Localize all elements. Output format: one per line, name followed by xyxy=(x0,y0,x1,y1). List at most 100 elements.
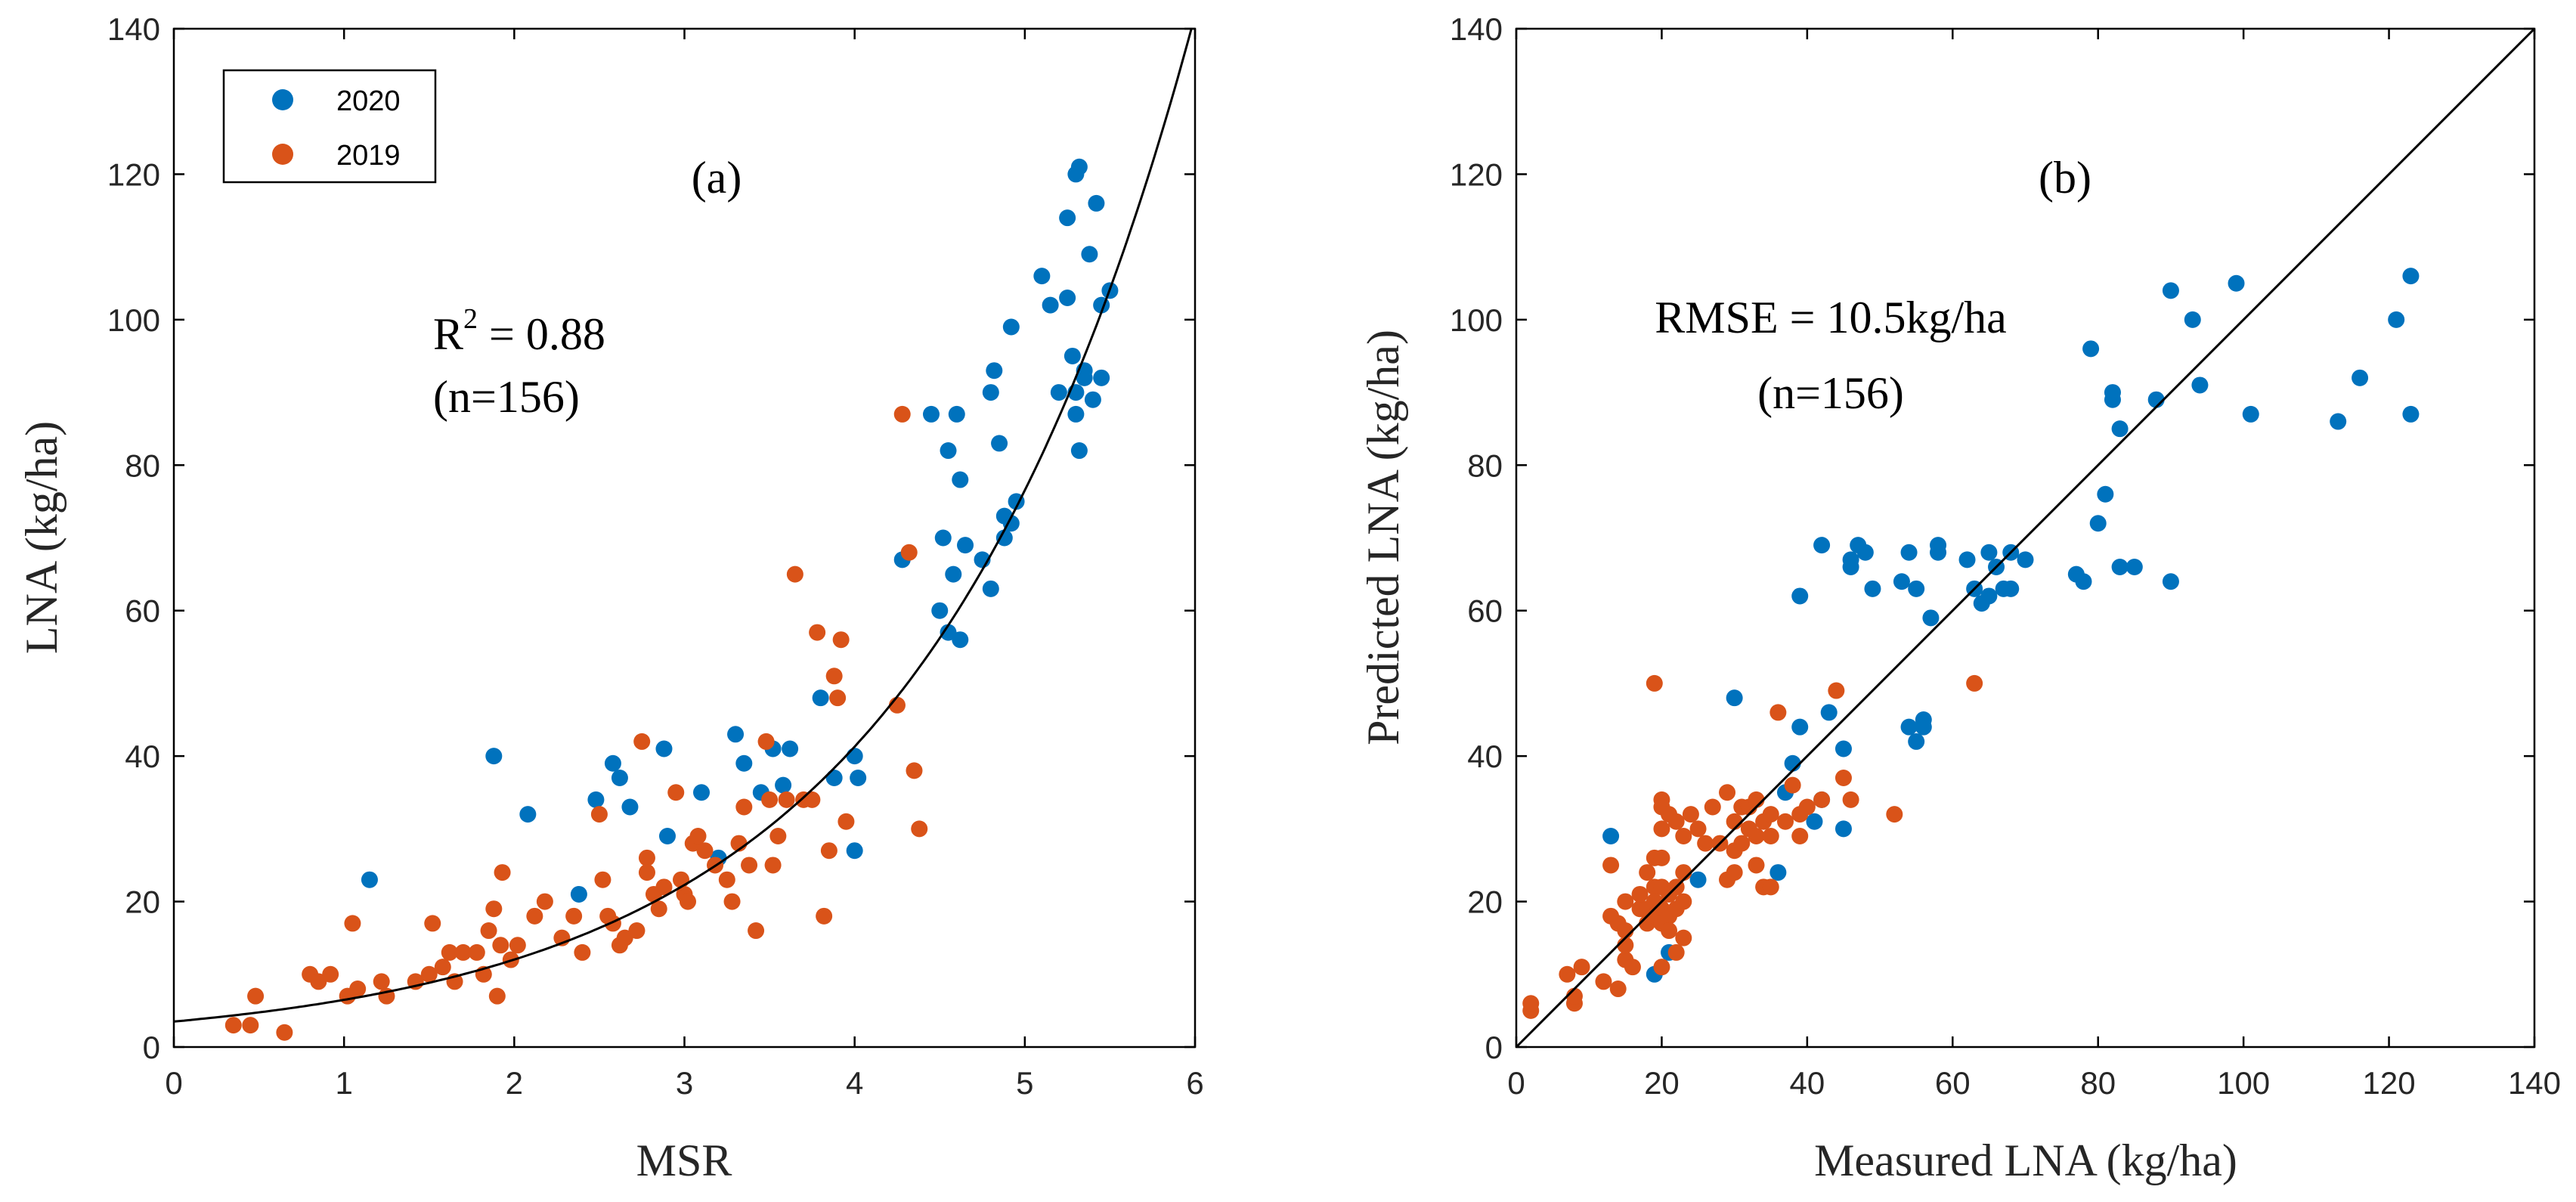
panel-b-point-2020 xyxy=(1842,558,1859,575)
panel-a-point-2020 xyxy=(846,842,863,860)
panel-b-series-2020 xyxy=(1602,268,2420,983)
panel-a-point-2019 xyxy=(761,791,779,808)
panel-b-point-2020 xyxy=(2162,573,2179,590)
panel-b-chart: 0 20 40 60 80 100 120 140 0 20 40 60 80 100 120 140 Me… xyxy=(1358,11,2561,1185)
panel-a-point-2020 xyxy=(1076,369,1093,386)
panel-a-point-2019 xyxy=(816,907,833,925)
panel-a-point-2019 xyxy=(757,733,775,750)
panel-a-point-2019 xyxy=(276,1024,293,1041)
panel-a-point-2019 xyxy=(906,762,923,779)
panel-a-point-2020 xyxy=(1093,369,1110,386)
panel-a-point-2019 xyxy=(723,893,741,910)
panel-a-point-2019 xyxy=(829,689,847,707)
panel-a-point-2019 xyxy=(373,973,390,990)
panel-a-point-2020 xyxy=(1050,384,1067,401)
legend-marker-2020 xyxy=(272,89,293,110)
panel-a-point-2019 xyxy=(638,849,655,866)
panel-b-rmse: RMSE = 10.5kg/ha xyxy=(1655,293,2007,342)
panel-b-point-2020 xyxy=(2191,376,2209,394)
panel-b-point-2020 xyxy=(1864,580,1881,597)
panel-a-point-2020 xyxy=(587,791,605,808)
panel-b-point-2020 xyxy=(2228,274,2245,292)
panel-a-point-2019 xyxy=(696,842,714,860)
panel-a-point-2020 xyxy=(1084,391,1101,408)
panel-b-point-2020 xyxy=(2075,573,2092,590)
panel-b-point-2019 xyxy=(1631,885,1649,903)
panel-b-point-2020 xyxy=(1602,827,1620,844)
panel-b-point-2020 xyxy=(1980,544,1998,561)
panel-b-point-2019 xyxy=(1966,674,1983,692)
panel-b-point-2019 xyxy=(1798,798,1816,816)
panel-b-sample-size: (n=156) xyxy=(1757,368,1904,418)
panel-b-point-2020 xyxy=(1834,820,1852,838)
panel-a-y-ticks: 0 20 40 60 80 100 120 140 xyxy=(107,11,1195,1065)
panel-a-point-2020 xyxy=(850,770,867,787)
panel-a-point-2019 xyxy=(786,565,803,583)
panel-b-point-2020 xyxy=(1856,544,1874,561)
panel-a-point-2020 xyxy=(1033,268,1051,285)
panel-a-point-2019 xyxy=(838,813,855,830)
panel-a-point-2019 xyxy=(565,907,583,925)
panel-b-point-2019 xyxy=(1617,893,1634,910)
panel-a-point-2020 xyxy=(604,754,621,772)
panel-b-y-tick-label: 0 xyxy=(1485,1030,1503,1065)
panel-a-point-2019 xyxy=(769,827,787,844)
panel-b-point-2019 xyxy=(1667,943,1685,961)
panel-b-point-2019 xyxy=(1697,835,1714,852)
panel-a-point-2019 xyxy=(536,893,553,910)
panel-a-point-2020 xyxy=(485,748,503,765)
panel-b-y-tick-label: 100 xyxy=(1450,302,1503,338)
panel-a-y-tick-label: 80 xyxy=(125,448,160,483)
panel-a-point-2020 xyxy=(931,602,949,619)
panel-a-point-2020 xyxy=(1002,318,1020,336)
panel-b-point-2019 xyxy=(1675,929,1692,946)
panel-a-point-2020 xyxy=(1070,158,1088,175)
panel-a-point-2020 xyxy=(812,689,829,707)
panel-a-point-2020 xyxy=(611,770,628,787)
panel-a-point-2019 xyxy=(492,937,509,954)
panel-b-point-2020 xyxy=(1958,551,1976,568)
panel-b-point-2020 xyxy=(2184,311,2201,328)
panel-a-point-2020 xyxy=(1088,194,1105,212)
panel-b-point-2019 xyxy=(1602,857,1620,874)
panel-b-point-2019 xyxy=(1828,682,1845,699)
panel-b-point-2020 xyxy=(1689,871,1707,888)
panel-a-point-2020 xyxy=(934,529,952,547)
panel-a-r-squared-prefix: R xyxy=(433,309,463,359)
panel-b-y-tick-label: 20 xyxy=(1467,884,1503,920)
panel-a-point-2020 xyxy=(922,405,940,423)
panel-b-point-2019 xyxy=(1667,813,1685,830)
panel-b-x-tick-label: 20 xyxy=(1644,1065,1680,1101)
panel-a-point-2019 xyxy=(480,922,497,940)
panel-a-sample-size: (n=156) xyxy=(433,372,580,422)
panel-b-point-2019 xyxy=(1834,770,1852,787)
panel-a-point-2019 xyxy=(667,784,685,801)
panel-a-y-tick-label: 20 xyxy=(125,884,160,920)
panel-b-point-2019 xyxy=(1784,776,1801,794)
panel-a-series-2019 xyxy=(224,405,928,1041)
panel-b-point-2020 xyxy=(1726,689,1743,707)
panel-b-x-tick-label: 40 xyxy=(1789,1065,1825,1101)
panel-a-y-tick-label: 60 xyxy=(125,593,160,629)
panel-b-point-2020 xyxy=(2097,485,2114,503)
panel-a-point-2019 xyxy=(650,900,667,918)
panel-a-x-ticks: 0 1 2 3 4 5 6 xyxy=(165,29,1204,1101)
panel-a-point-2020 xyxy=(1067,405,1085,423)
panel-b-y-tick-label: 80 xyxy=(1467,448,1503,483)
panel-b-point-2019 xyxy=(1595,973,1612,990)
panel-a-point-2019 xyxy=(741,857,758,874)
panel-b-point-2019 xyxy=(1769,704,1787,721)
panel-b-point-2020 xyxy=(2162,282,2179,299)
panel-b-point-2020 xyxy=(1893,573,1910,590)
panel-a-point-2019 xyxy=(803,791,821,808)
panel-a-x-tick-label: 4 xyxy=(846,1065,863,1101)
panel-a-point-2019 xyxy=(454,943,472,961)
panel-a-point-2019 xyxy=(424,915,441,932)
panel-a-r-squared-value: = 0.88 xyxy=(478,309,605,359)
panel-b-y-axis-label: Predicted LNA (kg/ha) xyxy=(1358,330,1408,745)
panel-b-point-2019 xyxy=(1704,798,1721,816)
panel-b-point-2020 xyxy=(1806,813,1823,830)
panel-b-point-2019 xyxy=(1522,995,1540,1012)
panel-a-x-tick-label: 3 xyxy=(676,1065,693,1101)
panel-a-point-2019 xyxy=(485,900,503,918)
